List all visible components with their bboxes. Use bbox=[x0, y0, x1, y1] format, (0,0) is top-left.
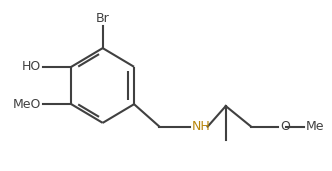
Text: NH: NH bbox=[192, 120, 210, 133]
Text: MeO: MeO bbox=[13, 98, 41, 111]
Text: Me: Me bbox=[306, 120, 324, 133]
Text: O: O bbox=[280, 120, 290, 133]
Text: Br: Br bbox=[96, 12, 110, 25]
Text: HO: HO bbox=[22, 60, 41, 73]
